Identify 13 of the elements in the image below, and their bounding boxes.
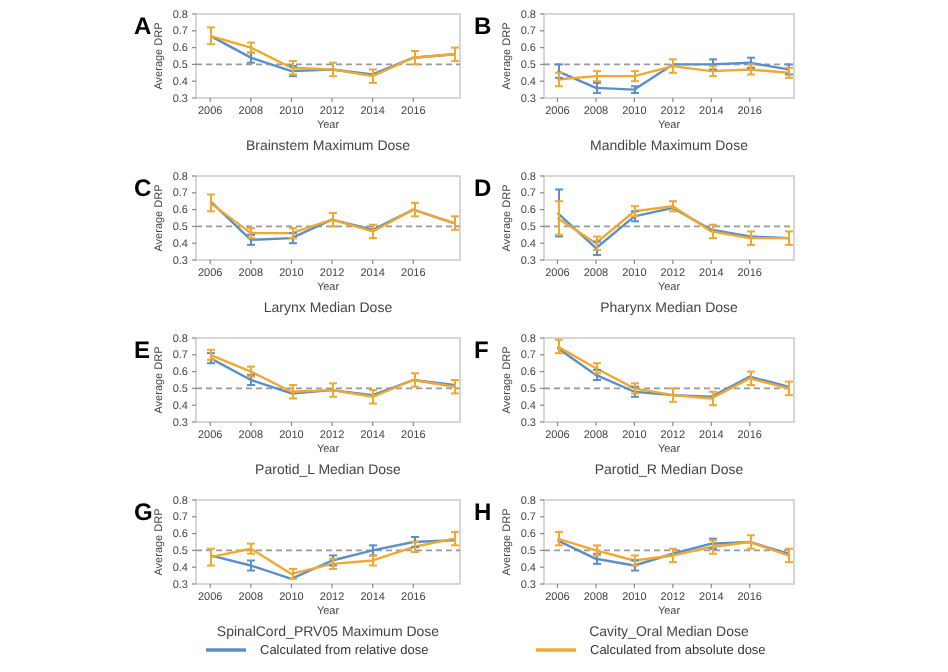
line-series [556,539,790,567]
text: E [134,336,151,364]
text: C [134,174,152,202]
text: A [134,12,152,40]
text: G [134,498,153,526]
line-series [556,537,790,562]
text: F [474,336,489,364]
line-series [556,61,790,91]
text: H [474,498,492,526]
line-series [209,201,456,235]
text: D [474,174,492,202]
line-series [556,64,790,81]
text: B [474,12,492,40]
